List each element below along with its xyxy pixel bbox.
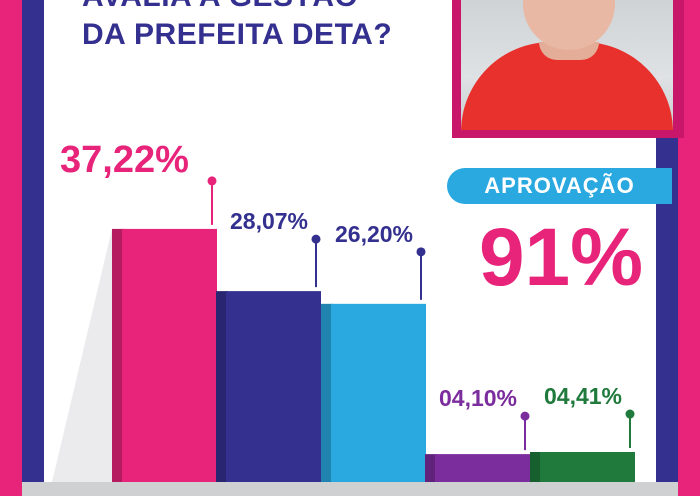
poll-question-line-1: AVALIA A GESTÃO — [82, 0, 462, 16]
poll-question-line-2: DA PREFEITA DETA? — [82, 18, 393, 51]
bar-side-1 — [112, 228, 124, 482]
data-label-1: 37,22% — [60, 139, 189, 181]
data-label-3: 26,20% — [335, 221, 413, 247]
bar-5 — [540, 452, 635, 482]
bar-side-4 — [425, 454, 437, 482]
poll-question: AVALIA A GESTÃO DA PREFEITA DETA? — [82, 0, 462, 54]
bar-4 — [435, 454, 530, 482]
data-label-5: 04,41% — [544, 383, 622, 409]
bar-2 — [226, 291, 321, 482]
frame-left-navy-stripe — [22, 0, 44, 496]
bar-side-2 — [216, 291, 228, 482]
leader-dot-3 — [416, 247, 426, 257]
leader-dot-4 — [520, 411, 530, 421]
data-label-2: 28,07% — [230, 208, 308, 234]
bar-side-3 — [321, 303, 333, 482]
frame-left-pink-stripe — [0, 0, 22, 496]
bar-side-5 — [530, 452, 542, 482]
chart-baseline — [22, 482, 678, 496]
bar-1 — [122, 228, 217, 482]
bar-shadow — [52, 228, 112, 482]
leader-dot-1 — [207, 176, 217, 186]
bar-3 — [331, 303, 426, 482]
leader-dot-2 — [311, 234, 321, 244]
portrait-frame — [452, 0, 684, 138]
approval-label: APROVAÇÃO — [447, 168, 672, 204]
portrait-photo — [461, 0, 673, 130]
data-label-4: 04,10% — [439, 385, 517, 411]
leader-dot-5 — [625, 409, 635, 419]
approval-value: 91% — [478, 212, 644, 303]
